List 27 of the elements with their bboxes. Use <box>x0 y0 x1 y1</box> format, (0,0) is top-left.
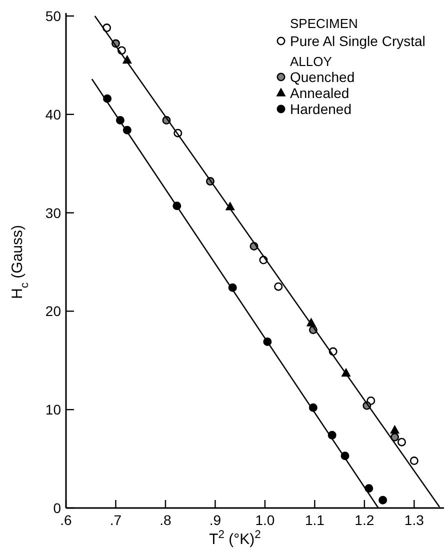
legend-label: Pure Al Single Crystal <box>290 33 426 49</box>
legend-label: Quenched <box>290 69 355 85</box>
x-tick-label: .9 <box>209 512 222 528</box>
legend-label: Hardened <box>290 101 352 117</box>
x-tick-label: 1.0 <box>255 512 275 528</box>
y-tick-label: 50 <box>45 8 62 24</box>
point <box>390 425 400 434</box>
y-tick-label: 10 <box>45 402 62 418</box>
x-tick-label: .8 <box>160 512 172 528</box>
y-tick-label: 30 <box>45 204 62 221</box>
y-tick-label: 0 <box>53 500 62 516</box>
x-tick-label: 1.2 <box>354 512 374 528</box>
x-tick-label: .6 <box>60 512 72 528</box>
legend-label: Annealed <box>290 85 350 101</box>
x-tick-label: 1.1 <box>304 512 325 528</box>
x-tick-label: .7 <box>110 512 122 528</box>
x-axis-title: T$^{2}$ (°K)$^{2}$ <box>209 529 261 548</box>
point <box>274 282 283 291</box>
legend-title: SPECIMEN <box>290 16 358 31</box>
point <box>397 438 406 446</box>
point <box>378 496 388 504</box>
annotation: ALLOY <box>290 54 332 69</box>
y-tick-label: 40 <box>45 106 62 122</box>
point <box>410 456 418 466</box>
point <box>226 202 235 210</box>
x-tick-label: 1.3 <box>404 512 424 528</box>
y-tick-label: 20 <box>45 303 62 320</box>
